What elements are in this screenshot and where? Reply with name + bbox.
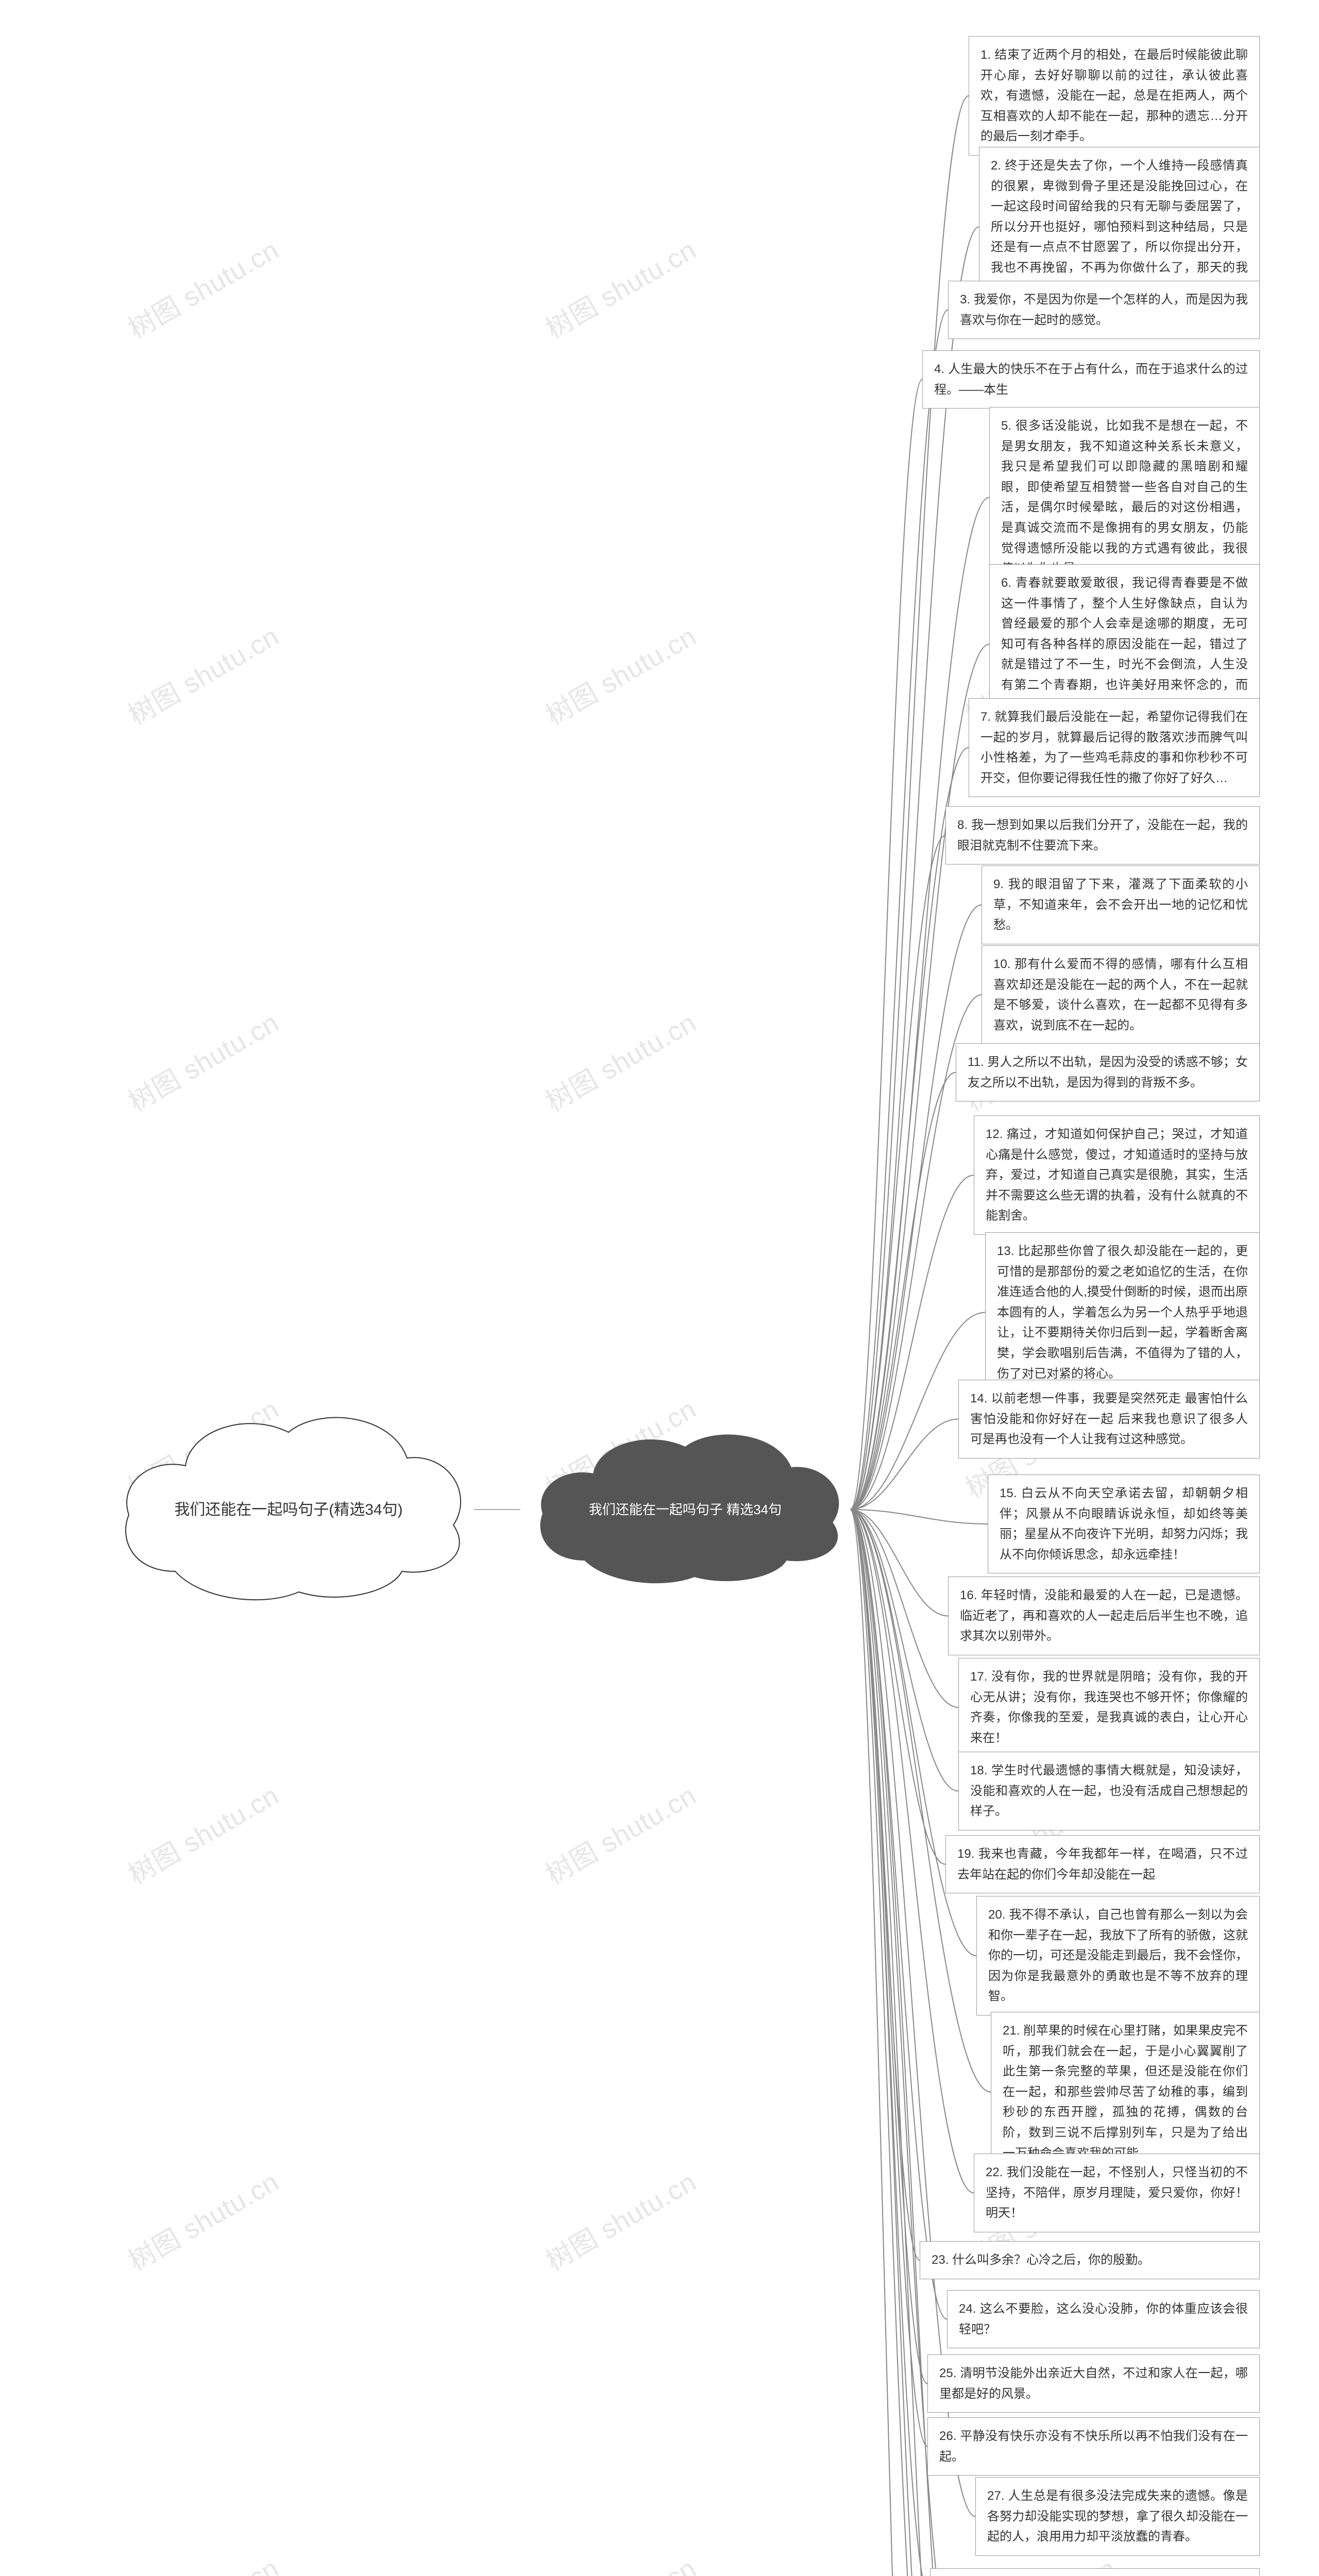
watermark-text: 树图 shutu.cn xyxy=(537,1002,702,1119)
list-item: 13. 比起那些你曾了很久却没能在一起的，更可惜的是那部份的爱之老如追忆的生活，… xyxy=(985,1232,1260,1393)
watermark-text: 树图 shutu.cn xyxy=(120,1002,285,1119)
watermark-text: 树图 shutu.cn xyxy=(120,229,285,346)
root-cloud-label: 我们还能在一起吗句子(精选34句) xyxy=(148,1497,428,1523)
list-item: 26. 平静没有快乐亦没有不快乐所以再不怕我们没有在一起。 xyxy=(927,2417,1260,2476)
branch-connector xyxy=(850,1510,930,2576)
list-item: 3. 我爱你，不是因为你是一个怎样的人，而是因为我喜欢与你在一起时的感觉。 xyxy=(948,281,1260,339)
list-item: 4. 人生最大的快乐不在于占有什么，而在于追求什么的过程。——本生 xyxy=(922,350,1260,409)
list-item: 18. 学生时代最遗憾的事情大概就是，知没读好，没能和喜欢的人在一起，也没有活成… xyxy=(958,1752,1260,1831)
list-item: 24. 这么不要脸，这么没心没肺，你的体重应该会很轻吧？ xyxy=(947,2290,1260,2348)
branch-connector xyxy=(850,1510,920,2576)
watermark-text: 树图 shutu.cn xyxy=(537,2547,702,2576)
list-item: 1. 结束了近两个月的相处，在最后时候能彼此聊开心扉，去好好聊聊以前的过往，承认… xyxy=(969,36,1260,156)
branch-connector xyxy=(850,1175,974,1510)
watermark-text: 树图 shutu.cn xyxy=(120,615,285,733)
watermark-text: 树图 shutu.cn xyxy=(537,229,702,346)
root-cloud: 我们还能在一起吗句子(精选34句) xyxy=(103,1401,474,1618)
branch-connector xyxy=(850,1510,958,2576)
list-item: 20. 我不得不承认，自己也曾有那么一刻以为会和你一辈子在一起，我放下了所有的骄… xyxy=(976,1896,1260,2015)
list-item: 8. 我一想到如果以后我们分开了，没能在一起，我的眼泪就克制不住要流下来。 xyxy=(945,806,1260,865)
list-item: 14. 以前老想一件事，我要是突然死走 最害怕什么 害怕没能和你好好在一起 后来… xyxy=(958,1380,1260,1459)
branch-connector xyxy=(850,1510,947,2319)
branch-connector xyxy=(850,1510,958,1707)
watermark-text: 树图 shutu.cn xyxy=(120,2161,285,2278)
branch-connector xyxy=(850,1419,958,1510)
list-item: 28. 醒醒，不应该未来为你喜欢的人奔泪，而应该为了不喜欢你的人奔泪。 xyxy=(930,2568,1260,2576)
watermark-text: 树图 shutu.cn xyxy=(537,2161,702,2278)
child-cloud: 我们还能在一起吗句子 精选34句 xyxy=(520,1422,850,1597)
branch-connector xyxy=(850,310,948,1510)
list-item: 21. 削苹果的时候在心里打赌，如果果皮完不听，那我们就会在一起，于是小心翼翼削… xyxy=(991,2012,1260,2172)
branch-connector xyxy=(850,1510,927,2384)
watermark-text: 树图 shutu.cn xyxy=(537,1774,702,1892)
list-item: 17. 没有你，我的世界就是阴暗；没有你，我的开心无从讲；没有你，我连哭也不够开… xyxy=(958,1658,1260,1757)
branch-connector xyxy=(850,1510,976,2576)
branch-connector xyxy=(850,1510,920,2260)
branch-connector xyxy=(850,380,922,1510)
watermark-text: 树图 shutu.cn xyxy=(537,615,702,733)
watermark-text: 树图 shutu.cn xyxy=(120,2547,285,2576)
child-cloud-label: 我们还能在一起吗句子 精选34句 xyxy=(563,1498,807,1521)
list-item: 12. 痛过，才知道如何保护自己；哭过，才知道心痛是什么感觉，傻过，才知道适时的… xyxy=(974,1115,1260,1235)
list-item: 9. 我的眼泪留了下来，灌溉了下面柔软的小草，不知道来年，会不会开出一地的记忆和… xyxy=(982,866,1260,944)
list-item: 7. 就算我们最后没能在一起，希望你记得我们在一起的岁月，就算最后记得的散落欢涉… xyxy=(969,698,1260,797)
branch-connector xyxy=(850,1073,956,1510)
connector-line xyxy=(474,1509,520,1510)
list-item: 15. 白云从不向天空承诺去留，却朝朝夕相伴；风景从不向眼睛诉说永恒，却如终等美… xyxy=(988,1475,1260,1573)
branch-connector xyxy=(850,498,989,1510)
branch-connector xyxy=(850,1510,927,2576)
branch-connector xyxy=(850,1510,988,1524)
branch-connector xyxy=(850,1510,963,2576)
list-item: 22. 我们没能在一起，不怪别人，只怪当初的不坚持，不陪伴，原岁月理陡，爱只爱你… xyxy=(974,2154,1260,2232)
branch-connector xyxy=(850,1510,945,1865)
branch-connector xyxy=(850,836,945,1510)
list-item: 19. 我来也青藏，今年我都年一样，在喝酒，只不过去年站在起的你们今年却没能在一… xyxy=(945,1835,1260,1893)
list-item: 5. 很多话没能说，比如我不是想在一起，不是男女朋友，我不知道这种关系长未意义，… xyxy=(989,407,1260,588)
branch-connector xyxy=(850,1510,927,2447)
list-item: 16. 年轻时情，没能和最爱的人在一起，已是遗憾。临近老了，再和喜欢的人一起走后… xyxy=(948,1577,1260,1655)
branch-connector xyxy=(850,1510,958,1791)
watermark-text: 树图 shutu.cn xyxy=(120,1774,285,1892)
list-item: 10. 那有什么爱而不得的感情，哪有什么互相喜欢却还是没能在一起的两个人，不在一… xyxy=(982,945,1260,1044)
list-item: 25. 清明节没能外出亲近大自然，不过和家人在一起，哪里都是好的风景。 xyxy=(927,2354,1260,2413)
branch-connector xyxy=(850,227,979,1510)
list-item: 27. 人生总是有很多没法完成失来的遗憾。像是各努力却没能实现的梦想，拿了很久却… xyxy=(975,2477,1260,2556)
list-item: 23. 什么叫多余？心冷之后，你的殷勤。 xyxy=(920,2241,1260,2279)
list-item: 11. 男人之所以不出轨，是因为没受的诱惑不够；女友之所以不出轨，是因为得到的背… xyxy=(956,1043,1260,1101)
branch-connector xyxy=(850,1510,938,2576)
branch-connector xyxy=(850,1510,948,1616)
